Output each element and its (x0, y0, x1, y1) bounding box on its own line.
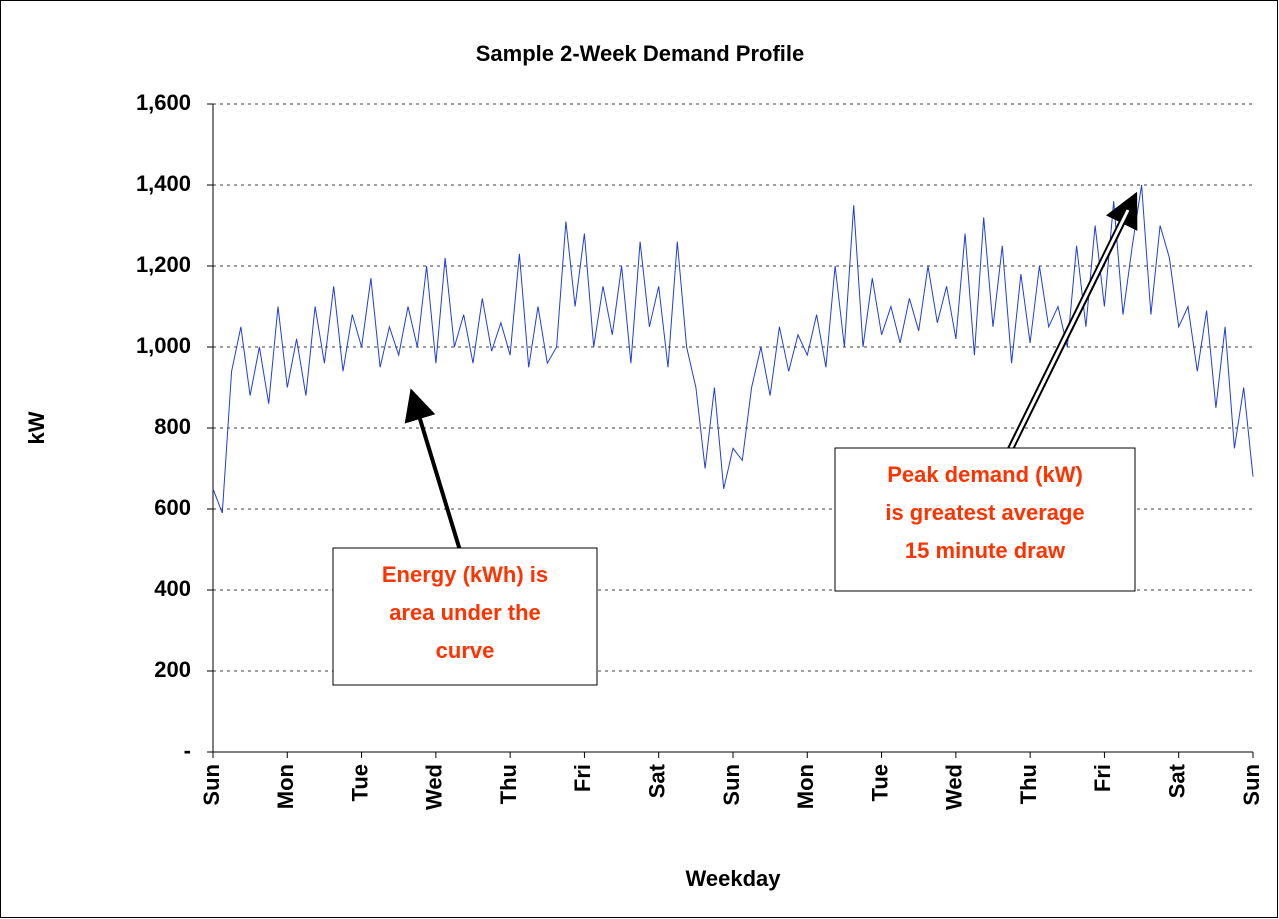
x-tick-label: Wed (422, 764, 447, 810)
x-tick-label: Tue (867, 764, 892, 801)
y-tick-label: 200 (154, 657, 191, 682)
annotation-text: is greatest average (885, 500, 1084, 525)
annotation-text: curve (436, 638, 495, 663)
y-tick-label: 400 (154, 576, 191, 601)
y-tick-label: - (184, 738, 191, 763)
y-tick-label: 600 (154, 495, 191, 520)
annotation-text: 15 minute draw (905, 538, 1066, 563)
y-axis-label: kW (24, 411, 49, 444)
chart-title: Sample 2-Week Demand Profile (476, 41, 805, 66)
x-tick-label: Sat (645, 763, 670, 798)
x-tick-label: Mon (273, 764, 298, 809)
annotation-text: Energy (kWh) is (382, 562, 548, 587)
arrow-hollow-inner (1007, 209, 1130, 453)
x-axis-label: Weekday (686, 866, 782, 891)
annotation-box (332, 547, 598, 686)
y-tick-label: 800 (154, 414, 191, 439)
x-tick-label: Tue (347, 764, 372, 801)
annotation-text: area under the (389, 600, 541, 625)
y-tick-label: 1,000 (136, 333, 191, 358)
demand-line (212, 184, 1254, 514)
y-tick-label: 1,400 (136, 171, 191, 196)
x-tick-label: Fri (570, 764, 595, 792)
x-tick-label: Sat (1165, 763, 1190, 798)
x-tick-label: Sun (1239, 764, 1264, 806)
annotation-box (834, 447, 1136, 592)
x-tick-label: Sun (719, 764, 744, 806)
y-tick-label: 1,600 (136, 90, 191, 115)
x-tick-label: Wed (942, 764, 967, 810)
x-tick-label: Thu (1016, 764, 1041, 804)
annotation-text: Peak demand (kW) (887, 462, 1083, 487)
arrow (404, 388, 464, 558)
x-tick-label: Mon (793, 764, 818, 809)
x-tick-label: Thu (496, 764, 521, 804)
x-tick-label: Sun (199, 764, 224, 806)
x-tick-label: Fri (1090, 764, 1115, 792)
y-tick-label: 1,200 (136, 252, 191, 277)
